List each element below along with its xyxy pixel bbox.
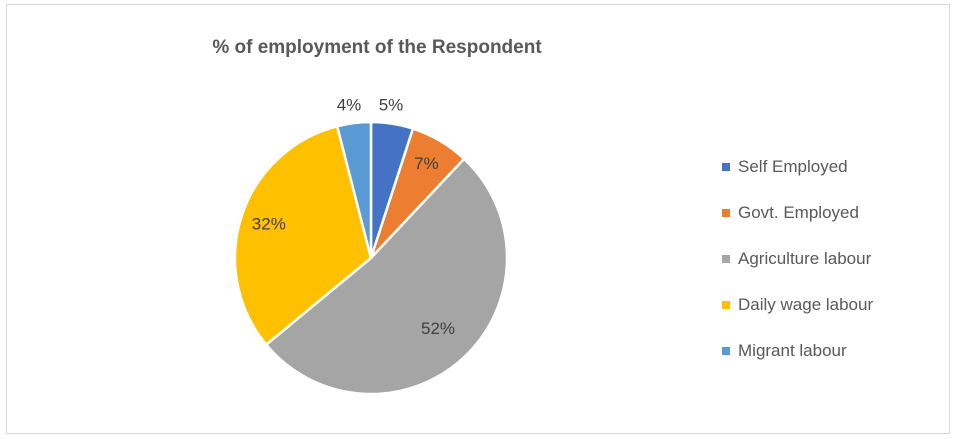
legend-label: Daily wage labour (738, 294, 874, 314)
legend-item: Self Employed (722, 155, 873, 178)
legend-item: Govt. Employed (722, 201, 873, 224)
legend-label: Self Employed (738, 156, 848, 176)
pie-slice-agriculture-labour (264, 157, 509, 396)
data-label-govt-employed: 7% (414, 154, 439, 173)
data-label-daily-wage-labour: 32% (252, 214, 286, 233)
legend: Self Employed Govt. Employed Agriculture l… (722, 155, 873, 362)
pie-slices (233, 120, 509, 396)
pie-data-labels: 5% 7% 52% 32% 4% (252, 95, 455, 337)
legend-swatch (722, 300, 730, 309)
data-label-self-employed: 5% (379, 95, 404, 114)
legend-label: Migrant labour (738, 340, 847, 360)
legend-item: Daily wage labour (722, 293, 873, 316)
chart-title: % of employment of the Respondent (212, 37, 542, 58)
data-label-migrant-labour: 4% (337, 95, 362, 114)
legend-item: Agriculture labour (722, 247, 873, 270)
legend-swatch (722, 208, 730, 217)
legend-swatch (722, 346, 730, 355)
pie-slice-migrant-labour (335, 120, 373, 260)
pie-slice-daily-wage-labour (233, 125, 373, 346)
legend-label: Agriculture labour (738, 248, 872, 268)
data-label-agriculture-labour: 52% (421, 319, 455, 338)
legend-swatch (722, 254, 730, 263)
legend-label: Govt. Employed (738, 202, 859, 222)
legend-item: Migrant labour (722, 339, 873, 362)
chart-area: % of employment of the Respondent 5% 7% 52… (6, 4, 950, 434)
legend-swatch (722, 162, 730, 171)
pie-chart: 5% 7% 52% 32% 4% (233, 95, 509, 396)
